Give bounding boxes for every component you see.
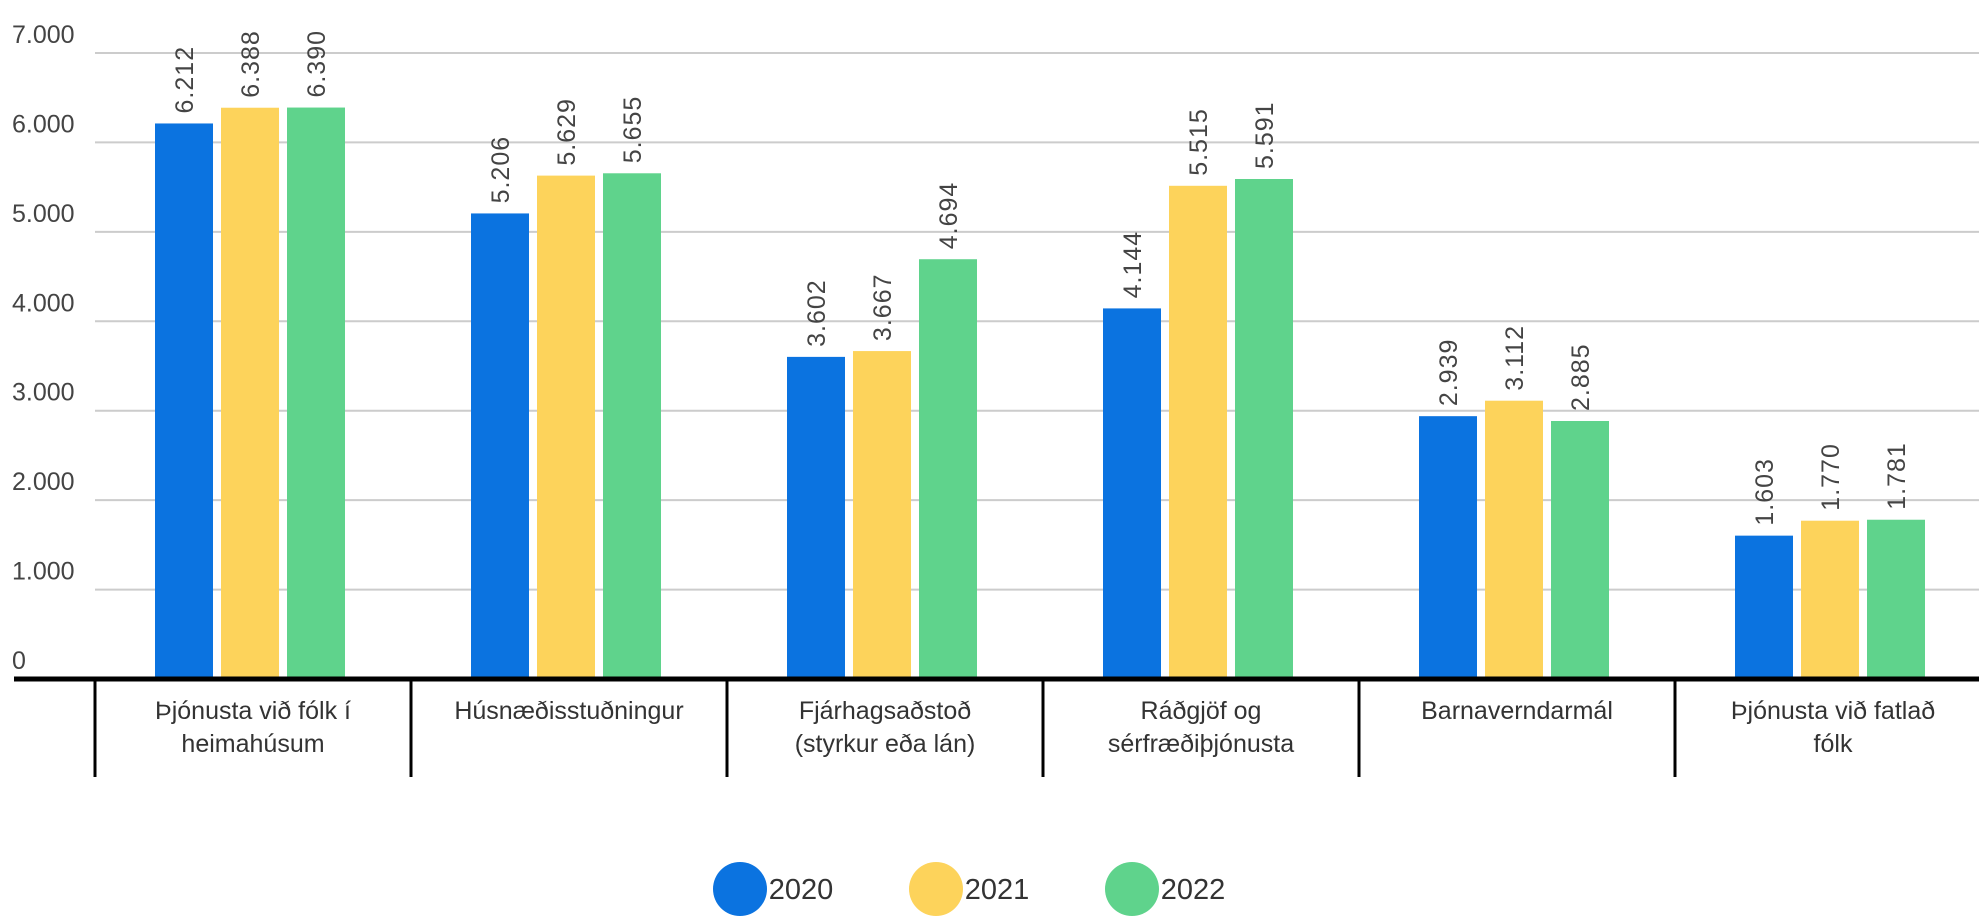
value-label: 2.885	[1567, 343, 1595, 411]
bar-2022	[1551, 420, 1609, 679]
bar-2021	[537, 175, 595, 679]
y-tick-label: 0	[12, 647, 26, 675]
value-label: 5.629	[553, 98, 581, 166]
y-tick-label: 4.000	[12, 289, 75, 317]
x-category-label: Ráðgjöf og	[1141, 697, 1262, 725]
value-label: 2.939	[1435, 339, 1463, 407]
value-label: 5.591	[1251, 101, 1279, 169]
x-category-label: sérfræðiþjónusta	[1108, 730, 1294, 758]
value-label: 4.694	[935, 182, 963, 250]
bar-2022	[1867, 519, 1925, 679]
value-label: 1.781	[1883, 442, 1911, 510]
bar-2022	[919, 259, 977, 679]
bar-2021	[1169, 185, 1227, 679]
y-tick-label: 6.000	[12, 110, 75, 138]
value-label: 6.388	[237, 30, 265, 98]
value-label: 6.212	[171, 46, 199, 114]
y-tick-label: 1.000	[12, 558, 75, 586]
bar-2021	[221, 107, 279, 679]
gridlines	[95, 52, 1979, 591]
bars	[155, 107, 1925, 679]
bar-2020	[1735, 535, 1793, 679]
value-label: 3.602	[803, 279, 831, 347]
legend-marker-2022	[1105, 862, 1159, 916]
legend-marker-2020	[713, 862, 767, 916]
bar-2020	[155, 123, 213, 679]
x-category-label: heimahúsum	[181, 730, 324, 758]
y-axis-ticks: 0 1.000 2.000 3.000 4.000 5.000 6.000 7.000	[12, 21, 75, 675]
bar-2022	[603, 173, 661, 679]
bar-2022	[1235, 179, 1293, 679]
x-category-label: (styrkur eða lán)	[795, 730, 976, 758]
x-axis-category-labels: Þjónusta við fólk í heimahúsum Húsnæðisstu…	[155, 697, 1935, 758]
value-label: 4.144	[1119, 231, 1147, 299]
x-category-label: Þjónusta við fatlað	[1731, 697, 1935, 725]
bar-2020	[1103, 308, 1161, 679]
x-category-label: Þjónusta við fólk í	[155, 697, 351, 725]
legend-label: 2021	[965, 874, 1030, 906]
legend-label: 2022	[1161, 874, 1226, 906]
x-category-label: Barnaverndarmál	[1421, 697, 1613, 725]
x-category-label: Fjárhagsaðstoð	[799, 697, 971, 725]
value-label: 3.112	[1501, 325, 1529, 391]
bar-2020	[471, 213, 529, 679]
bar-2021	[853, 351, 911, 679]
value-label: 5.515	[1185, 108, 1213, 176]
x-category-label: fólk	[1814, 730, 1853, 758]
value-label: 1.770	[1817, 443, 1845, 511]
value-labels: 6.212 6.388 6.390 5.206 5.629 5.655 3.602 3.667…	[171, 30, 1911, 526]
legend-marker-2021	[909, 862, 963, 916]
y-tick-label: 2.000	[12, 468, 75, 496]
value-label: 6.390	[303, 30, 331, 98]
legend: 2020 2021 2022	[713, 862, 1225, 916]
y-tick-label: 5.000	[12, 200, 75, 228]
bar-2020	[1419, 416, 1477, 679]
bar-2021	[1801, 520, 1859, 679]
x-axis	[14, 676, 1979, 777]
x-category-label: Húsnæðisstuðningur	[454, 697, 683, 725]
bar-2020	[787, 356, 845, 679]
bar-2022	[287, 107, 345, 679]
legend-label: 2020	[769, 874, 834, 906]
value-label: 5.206	[487, 136, 515, 204]
value-label: 3.667	[869, 274, 897, 342]
value-label: 5.655	[619, 96, 647, 164]
y-tick-label: 3.000	[12, 379, 75, 407]
y-tick-label: 7.000	[12, 21, 75, 49]
value-label: 1.603	[1751, 458, 1779, 526]
bar-2021	[1485, 400, 1543, 679]
